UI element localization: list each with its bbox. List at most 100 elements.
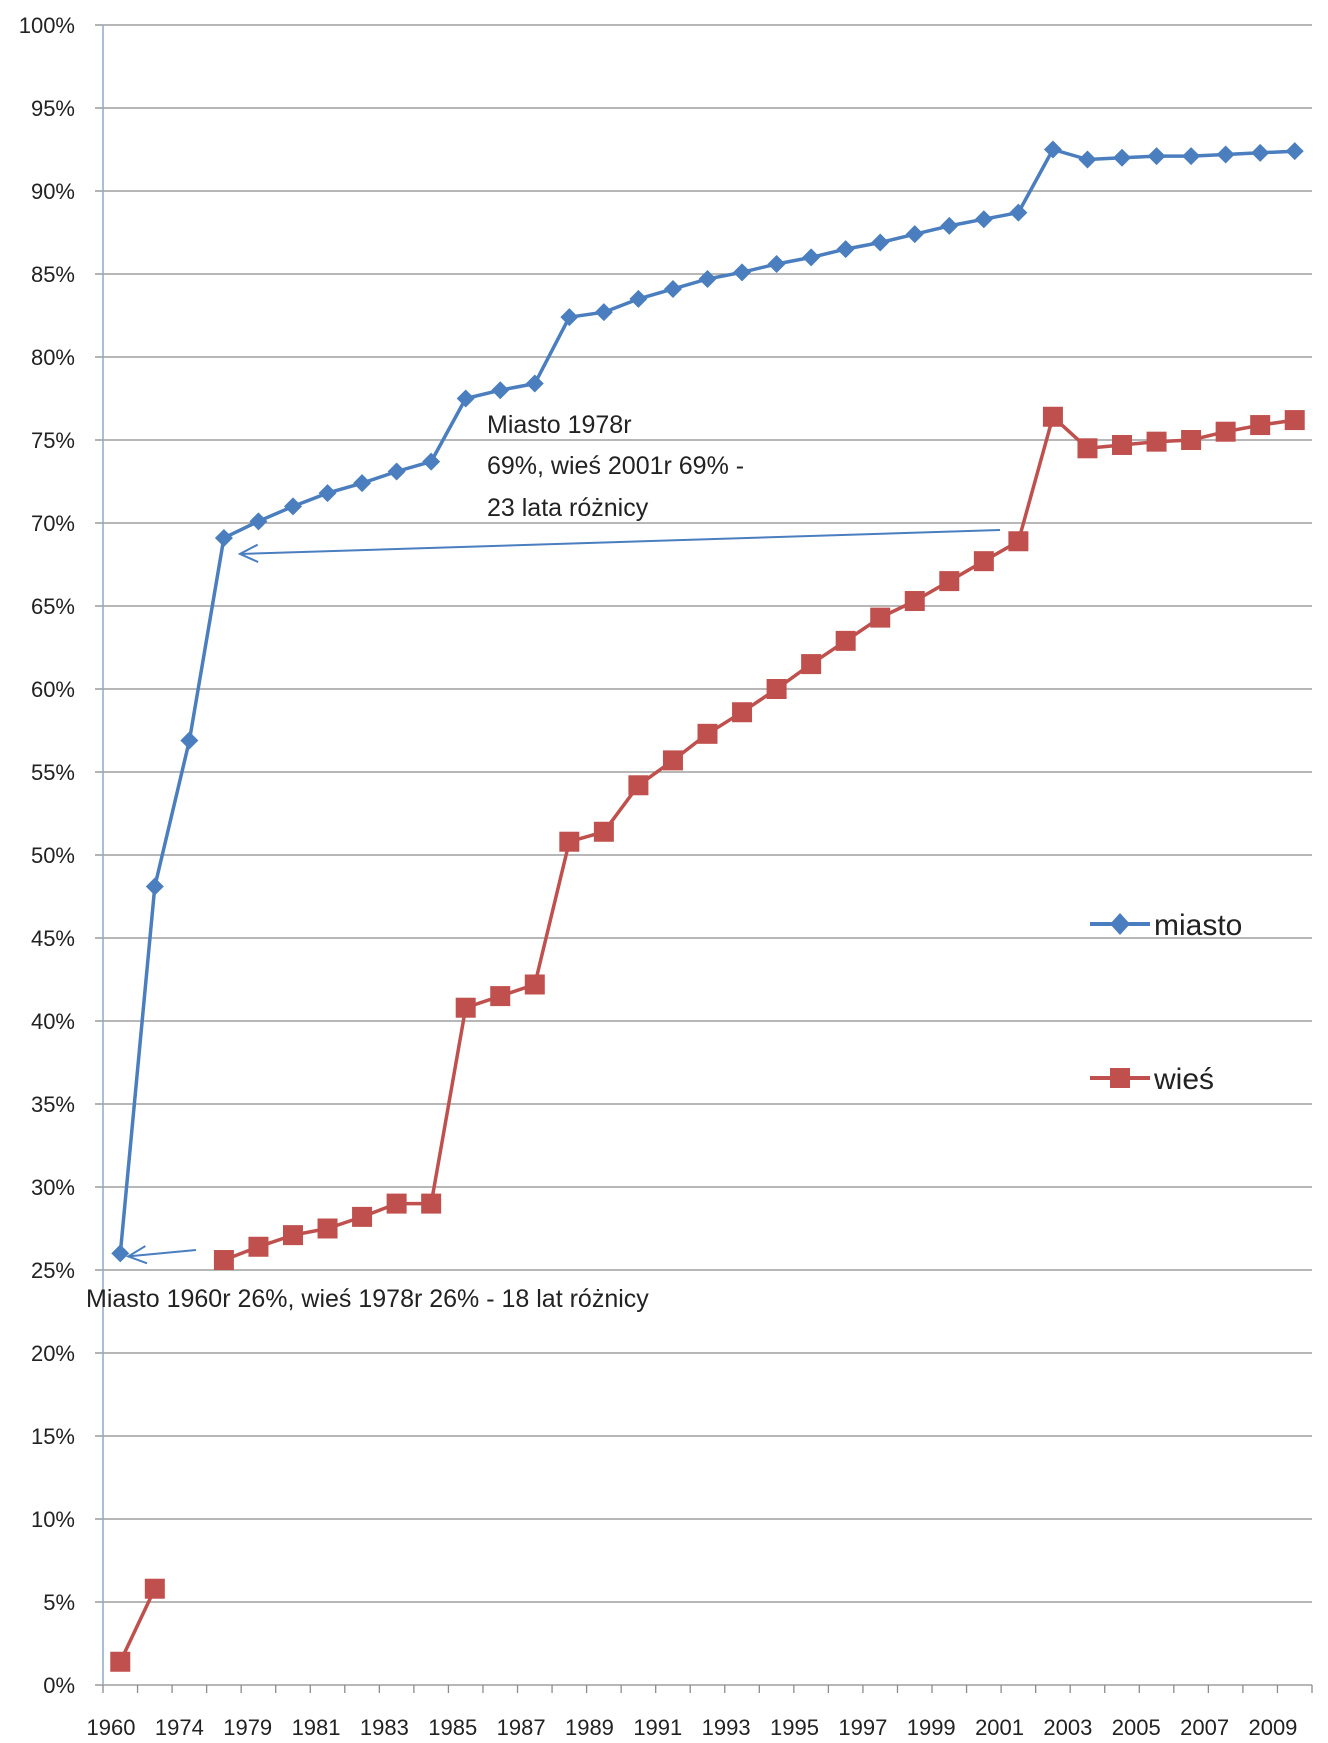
legend-label-wies: wieś bbox=[1153, 1063, 1214, 1096]
point-0-7 bbox=[353, 474, 372, 493]
x-tick-label-1987: 1987 bbox=[497, 1715, 546, 1740]
legend-label-miasto: miasto bbox=[1154, 909, 1242, 942]
point-1-3 bbox=[213, 1250, 234, 1271]
y-tick-label-5: 25% bbox=[31, 1258, 75, 1283]
legend: miasto wieś bbox=[1090, 909, 1242, 1096]
y-tick-label-14: 70% bbox=[31, 511, 75, 536]
point-0-18 bbox=[733, 263, 752, 282]
point-0-30 bbox=[1147, 147, 1166, 166]
point-0-17 bbox=[698, 269, 717, 288]
point-0-13 bbox=[560, 308, 579, 327]
point-0-31 bbox=[1182, 147, 1201, 166]
y-tick-label-2: 10% bbox=[31, 1507, 75, 1532]
annotation-arrows bbox=[125, 529, 1001, 1265]
y-tick-label-6: 30% bbox=[31, 1175, 75, 1200]
point-0-0 bbox=[111, 1244, 130, 1263]
point-0-28 bbox=[1078, 150, 1097, 169]
point-1-15 bbox=[628, 775, 649, 796]
point-0-29 bbox=[1113, 148, 1132, 167]
x-tick-label-1981: 1981 bbox=[292, 1715, 341, 1740]
y-tick-label-4: 20% bbox=[31, 1341, 75, 1366]
arrow-1978-2001 bbox=[237, 529, 1001, 563]
y-tick-label-1: 5% bbox=[43, 1590, 75, 1615]
y-tick-label-17: 85% bbox=[31, 262, 75, 287]
x-tick-label-1993: 1993 bbox=[702, 1715, 751, 1740]
annotations: Miasto 1978r 69%, wieś 2001r 69% - 23 la… bbox=[86, 411, 744, 1313]
legend-item-miasto: miasto bbox=[1090, 909, 1242, 942]
x-tick-label-1997: 1997 bbox=[838, 1715, 887, 1740]
arrow-1960-1978 bbox=[125, 1245, 197, 1265]
point-0-16 bbox=[663, 279, 682, 298]
point-1-9 bbox=[421, 1193, 442, 1214]
point-1-28 bbox=[1077, 438, 1098, 459]
y-tick-label-8: 40% bbox=[31, 1009, 75, 1034]
y-tick-label-20: 100% bbox=[19, 13, 75, 38]
x-tick-label-1960: 1960 bbox=[87, 1715, 136, 1740]
point-1-27 bbox=[1042, 406, 1063, 427]
point-0-27 bbox=[1043, 140, 1062, 159]
point-1-17 bbox=[697, 723, 718, 744]
point-1-26 bbox=[1008, 531, 1029, 552]
point-1-29 bbox=[1112, 434, 1133, 455]
point-0-6 bbox=[318, 484, 337, 503]
point-0-4 bbox=[249, 512, 268, 531]
y-tick-label-3: 15% bbox=[31, 1424, 75, 1449]
point-0-5 bbox=[283, 497, 302, 516]
x-tick-label-1989: 1989 bbox=[565, 1715, 614, 1740]
point-1-32 bbox=[1215, 421, 1236, 442]
series-0 bbox=[111, 140, 1304, 1263]
y-tick-label-9: 45% bbox=[31, 926, 75, 951]
y-tick-label-0: 0% bbox=[43, 1673, 75, 1698]
series-line-1 bbox=[118, 415, 1295, 1663]
point-0-3 bbox=[214, 528, 233, 547]
point-1-7 bbox=[352, 1206, 373, 1227]
point-1-14 bbox=[593, 821, 614, 842]
series-layer bbox=[110, 140, 1305, 1672]
y-tick-labels: 0% 5% 10% 15% 20% 25% 30% 35% 40% 45% 50% 55% 60% 65%… bbox=[19, 13, 75, 1698]
point-1-31 bbox=[1181, 430, 1202, 450]
point-0-15 bbox=[629, 289, 648, 308]
x-tick-label-1983: 1983 bbox=[360, 1715, 409, 1740]
y-tick-label-11: 55% bbox=[31, 760, 75, 785]
point-0-34 bbox=[1285, 142, 1304, 161]
point-0-21 bbox=[836, 240, 855, 259]
y-tick-label-12: 60% bbox=[31, 677, 75, 702]
point-0-33 bbox=[1251, 143, 1270, 162]
point-0-10 bbox=[456, 389, 475, 408]
point-1-6 bbox=[317, 1218, 338, 1239]
point-0-24 bbox=[940, 216, 959, 235]
point-1-23 bbox=[904, 591, 925, 612]
annotation-2-line-1: Miasto 1960r 26%, wieś 1978r 26% - 18 la… bbox=[86, 1285, 649, 1313]
x-tick-labels: 1960 1974 1979 1981 1983 1985 1987 1989 1991 1993… bbox=[87, 1715, 1298, 1740]
axes bbox=[95, 24, 1313, 1693]
legend-marker-miasto bbox=[1110, 913, 1130, 935]
point-0-23 bbox=[905, 225, 924, 244]
x-tick-label-1974: 1974 bbox=[155, 1715, 204, 1740]
point-1-34 bbox=[1284, 410, 1305, 431]
point-0-2 bbox=[180, 731, 199, 750]
point-0-1 bbox=[145, 877, 164, 896]
point-1-5 bbox=[282, 1225, 303, 1246]
point-1-1 bbox=[144, 1578, 165, 1599]
x-tick-label-1991: 1991 bbox=[633, 1715, 682, 1740]
point-0-26 bbox=[1009, 203, 1028, 222]
point-1-22 bbox=[870, 607, 891, 628]
x-tick-label-1999: 1999 bbox=[907, 1715, 956, 1740]
point-0-9 bbox=[422, 452, 441, 471]
point-1-12 bbox=[524, 974, 545, 995]
x-tick-label-2007: 2007 bbox=[1180, 1715, 1229, 1740]
point-0-19 bbox=[767, 255, 786, 274]
annotation-1-line-3: 23 lata różnicy bbox=[487, 494, 649, 522]
legend-item-wies: wieś bbox=[1090, 1063, 1214, 1096]
point-1-20 bbox=[801, 654, 822, 675]
annotation-1-line-2: 69%, wieś 2001r 69% - bbox=[487, 452, 744, 480]
point-1-4 bbox=[248, 1236, 269, 1257]
point-0-8 bbox=[387, 462, 406, 481]
y-tick-label-13: 65% bbox=[31, 594, 75, 619]
y-tick-label-7: 35% bbox=[31, 1092, 75, 1117]
x-tick-label-2001: 2001 bbox=[975, 1715, 1024, 1740]
point-1-16 bbox=[662, 750, 683, 771]
point-1-24 bbox=[939, 571, 960, 592]
x-tick-label-1985: 1985 bbox=[428, 1715, 477, 1740]
